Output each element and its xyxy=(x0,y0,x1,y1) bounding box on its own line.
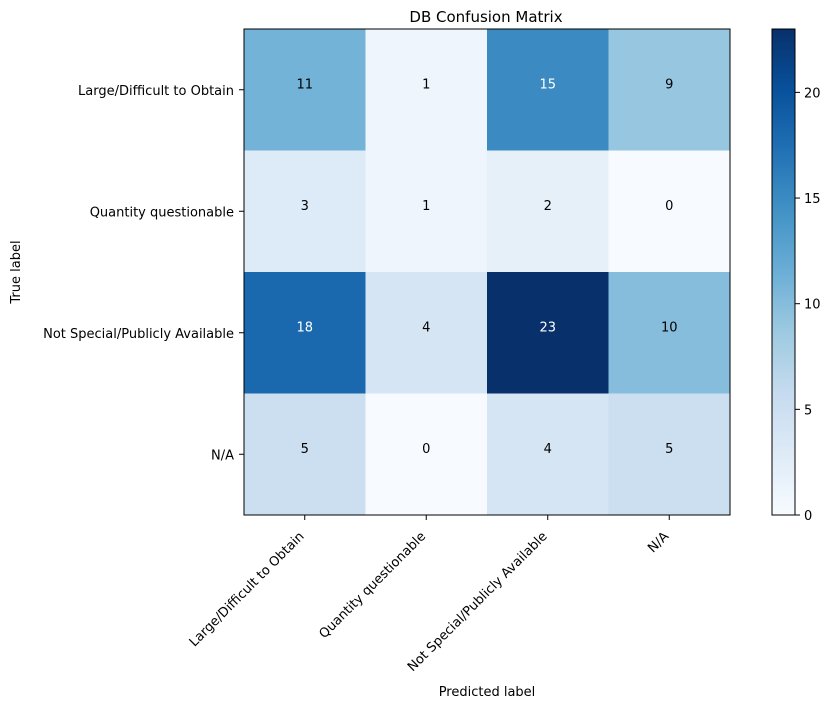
heatmap-cell xyxy=(365,150,488,273)
x-tick-label: Not Special/Publicly Available xyxy=(405,529,551,675)
heatmap-cell xyxy=(244,29,366,151)
heatmap-cell-value: 2 xyxy=(544,199,552,214)
heatmap-cell xyxy=(487,272,609,394)
heatmap-cell xyxy=(608,393,731,516)
heatmap-cell xyxy=(365,393,488,516)
x-tick-label: Quantity questionable xyxy=(316,529,429,642)
x-tick-label: N/A xyxy=(645,529,672,556)
x-axis: Large/Difficult to Obtain Quantity questi… xyxy=(187,515,672,675)
y-tick-label: Large/Difficult to Obtain xyxy=(78,84,234,99)
colorbar: 0 5 10 15 20 xyxy=(771,28,821,524)
heatmap-cell xyxy=(244,150,366,273)
y-axis-label: True label xyxy=(9,240,24,304)
heatmap-cell-value: 4 xyxy=(544,442,552,457)
x-axis-label: Predicted label xyxy=(439,685,536,700)
heatmap-cell-value: 9 xyxy=(665,77,673,92)
heatmap-cell-value: 4 xyxy=(422,320,430,335)
y-axis: Large/Difficult to Obtain Quantity questi… xyxy=(43,84,244,463)
heatmap-cell xyxy=(244,393,366,516)
colorbar-tick-label: 0 xyxy=(804,509,812,524)
heatmap-cell xyxy=(487,393,609,516)
heatmap-cell xyxy=(244,272,366,394)
y-tick-label: Not Special/Publicly Available xyxy=(43,327,234,342)
colorbar-tick-label: 15 xyxy=(804,192,821,207)
heatmap-cell-value: 0 xyxy=(422,442,430,457)
heatmap-cell-labels: 11 1 15 93 1 2 018 4 23 105 0 4 5 xyxy=(296,77,677,457)
heatmap-cell-value: 23 xyxy=(539,320,556,335)
chart-title: DB Confusion Matrix xyxy=(409,8,562,26)
heatmap-cell xyxy=(365,29,488,151)
y-tick-label: Quantity questionable xyxy=(90,205,234,220)
x-tick-label: Large/Difficult to Obtain xyxy=(187,529,308,650)
heatmap-cell-value: 1 xyxy=(422,199,430,214)
colorbar-tick-label: 5 xyxy=(804,403,812,418)
colorbar-tick-label: 20 xyxy=(804,86,821,101)
heatmap-cell xyxy=(365,272,488,394)
colorbar-tick-label: 10 xyxy=(804,298,821,313)
heatmap-cell xyxy=(608,272,731,394)
plot-frame xyxy=(243,28,731,516)
colorbar-scale xyxy=(771,28,796,516)
heatmap-cell-value: 10 xyxy=(661,320,678,335)
heatmap-cell-value: 18 xyxy=(296,320,313,335)
heatmap-cell xyxy=(487,150,609,273)
heatmap-cell xyxy=(608,150,731,273)
y-tick-label: N/A xyxy=(211,448,234,463)
heatmap-cell-value: 3 xyxy=(301,199,309,214)
heatmap-cell-value: 5 xyxy=(665,442,673,457)
heatmap-cell xyxy=(608,29,731,151)
heatmap-cell-value: 5 xyxy=(301,442,309,457)
heatmap-cell-value: 11 xyxy=(296,77,313,92)
heatmap-cell xyxy=(487,29,609,151)
heatmap-cell-value: 15 xyxy=(539,77,556,92)
heatmap-cells xyxy=(244,29,731,516)
heatmap-cell-value: 1 xyxy=(422,77,430,92)
heatmap-cell-value: 0 xyxy=(665,199,673,214)
